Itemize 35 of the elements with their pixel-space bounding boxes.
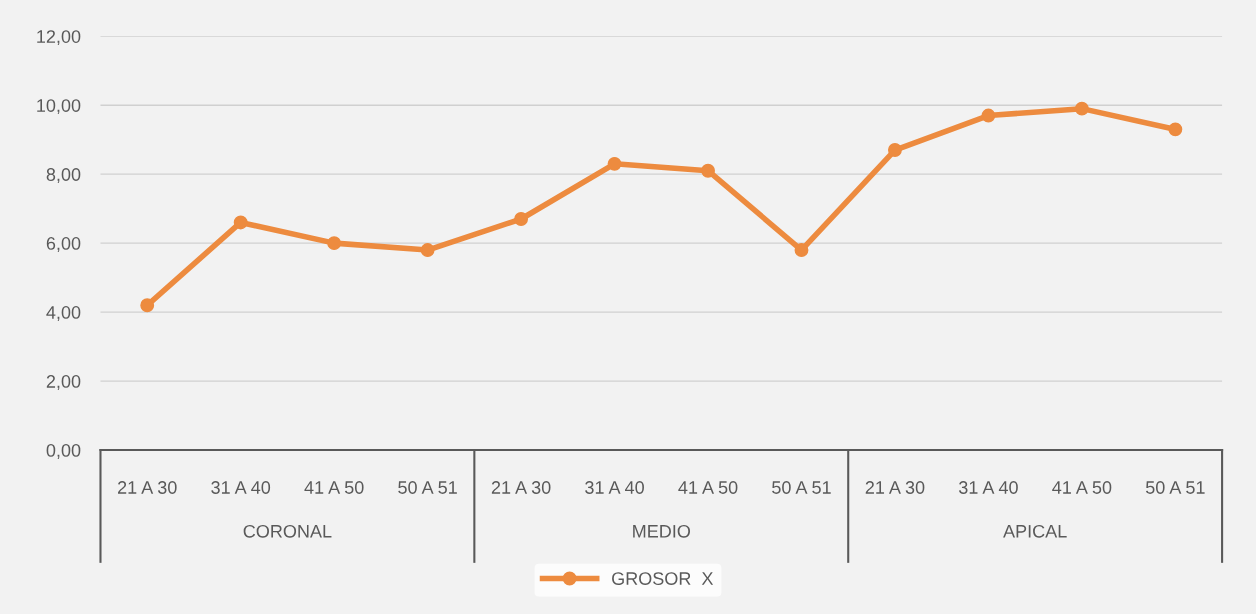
point [794, 243, 809, 257]
x-tick-label: 50 A 51 [772, 481, 831, 494]
y-tick-label: 12,00 [37, 30, 81, 46]
x-tick-label: 21 A 30 [118, 481, 177, 494]
x-tick-label: 41 A 50 [304, 481, 364, 494]
x-tick-label: 41 A 50 [1052, 481, 1112, 494]
x-tick-label: 31 A 40 [211, 481, 271, 494]
point [607, 156, 622, 171]
point [888, 143, 902, 157]
point [1074, 101, 1089, 116]
x-tick-label: 21 A 30 [491, 481, 551, 494]
x-tick-label: 50 A 51 [1145, 481, 1205, 494]
x-tick-label: 50 A 51 [398, 481, 457, 494]
point [140, 298, 155, 313]
point [701, 163, 715, 178]
text: CORONAL [243, 524, 332, 538]
point [233, 215, 248, 230]
point [1168, 122, 1183, 137]
point [327, 236, 342, 251]
point [981, 108, 996, 123]
x-tick-label: 41 A 50 [678, 481, 738, 494]
y-tick-label: 10,00 [37, 99, 81, 115]
y-tick-label: 8,00 [46, 168, 81, 184]
point [514, 212, 529, 226]
x-tick-label: 21 A 30 [865, 481, 925, 494]
text: APICAL [1003, 524, 1067, 538]
y-tick-label: 6,00 [46, 237, 81, 252]
point [420, 243, 435, 257]
y-tick-label: 2,00 [46, 375, 81, 390]
text: MEDIO [633, 524, 691, 538]
x-tick-label: 31 A 40 [585, 481, 644, 494]
y-tick-label: 0,00 [46, 444, 81, 459]
legend-label: GROSOR X [612, 572, 714, 585]
x-tick-label: 31 A 40 [958, 481, 1018, 494]
y-tick-label: 4,00 [46, 306, 81, 321]
